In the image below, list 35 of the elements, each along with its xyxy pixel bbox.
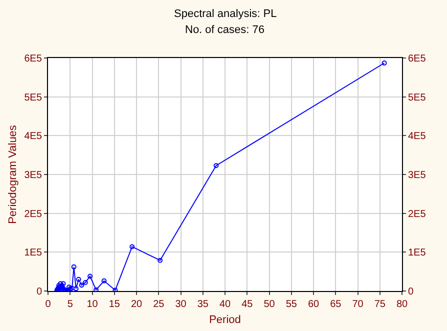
x-tick-label: 65	[330, 299, 342, 310]
x-tick-label: 20	[130, 299, 142, 310]
y2-tick-label: 0	[408, 286, 414, 298]
x-tick-label: 5	[67, 299, 74, 310]
x-tick-label: 0	[45, 299, 52, 310]
y-axis-title: Periodogram Values	[7, 124, 19, 224]
x-tick-label: 80	[396, 299, 408, 310]
x-tick-label: 55	[286, 299, 298, 310]
y2-tick-label: 4E5	[408, 131, 426, 142]
y-tick-label: 5E5	[24, 92, 42, 104]
chart-subtitle: No. of cases: 76	[185, 24, 264, 36]
x-tick-label: 30	[175, 299, 187, 310]
x-tick-label: 10	[86, 299, 98, 310]
x-tick-label: 25	[153, 299, 165, 310]
x-axis-title: Period	[209, 314, 241, 326]
x-tick-label: 40	[219, 299, 231, 310]
x-tick-label: 15	[108, 299, 120, 310]
chart-title: Spectral analysis: PL	[174, 8, 277, 20]
y2-tick-label: 1E5	[408, 248, 426, 259]
x-tick-label: 75	[374, 299, 386, 310]
x-tick-label: 45	[242, 299, 254, 310]
x-tick-label: 50	[264, 299, 276, 310]
y2-tick-label: 3E5	[408, 170, 426, 181]
x-tick-label: 70	[352, 299, 364, 310]
y-tick-label: 2E5	[24, 208, 42, 220]
y-tick-label: 1E5	[24, 248, 42, 259]
y2-tick-label: 5E5	[408, 92, 426, 104]
x-tick-label: 60	[308, 299, 320, 310]
y-tick-label: 4E5	[24, 131, 42, 142]
y2-tick-label: 6E5	[408, 54, 426, 64]
y-tick-label: 0	[36, 286, 42, 298]
y-tick-label: 3E5	[24, 170, 42, 181]
y-tick-label: 6E5	[24, 54, 42, 64]
y2-tick-label: 2E5	[408, 208, 426, 220]
x-tick-label: 35	[197, 299, 209, 310]
